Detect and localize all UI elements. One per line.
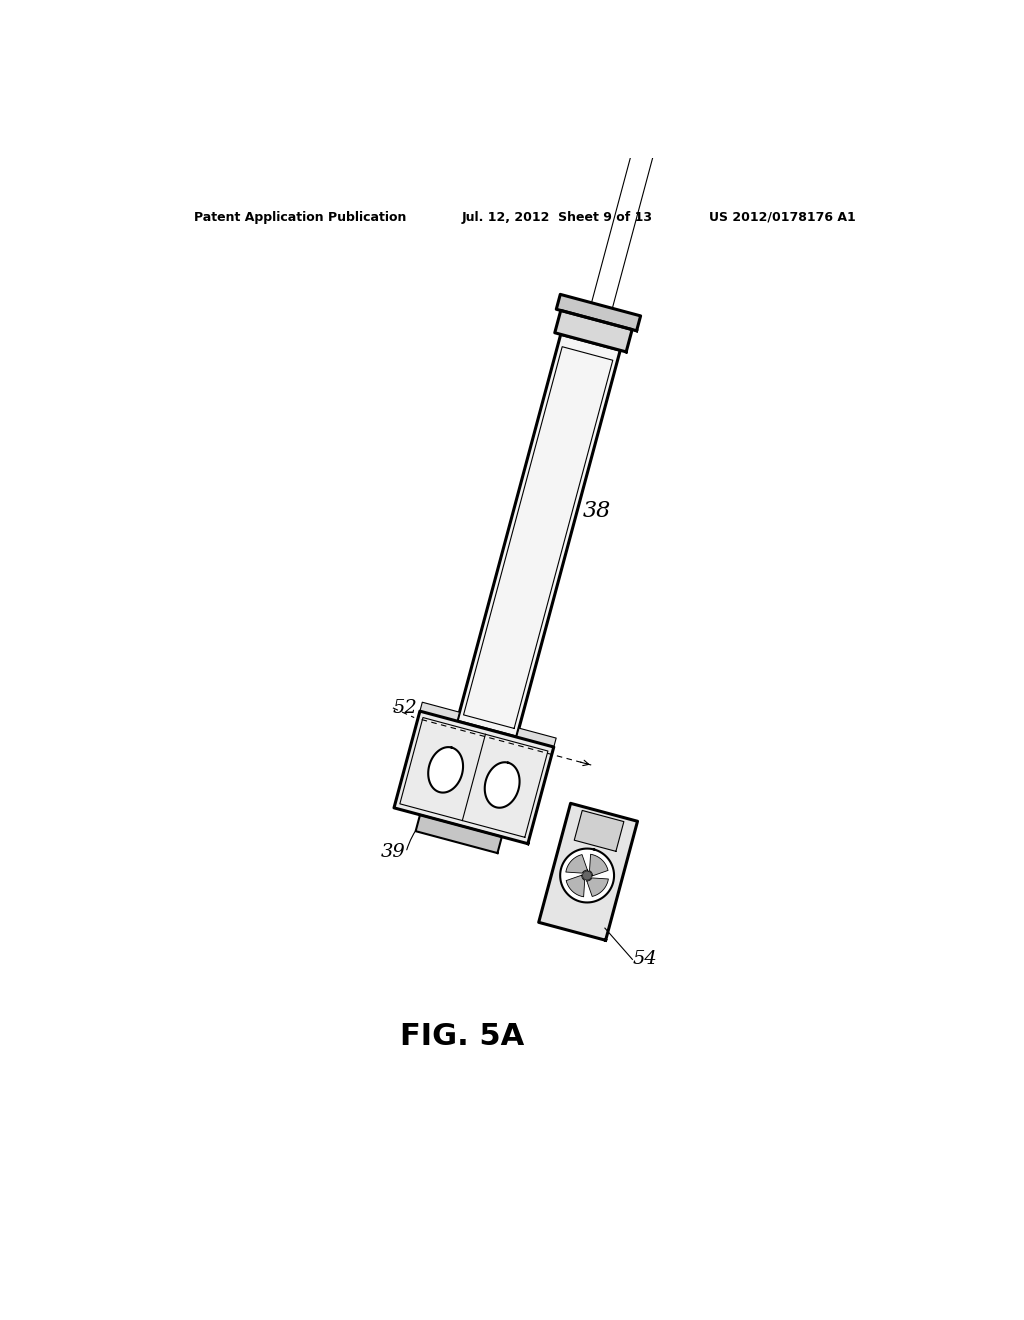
Polygon shape: [416, 814, 502, 853]
Polygon shape: [560, 849, 614, 903]
Polygon shape: [587, 878, 608, 896]
Polygon shape: [566, 854, 588, 873]
Text: FIG. 5A: FIG. 5A: [399, 1022, 524, 1051]
Polygon shape: [583, 871, 592, 880]
Polygon shape: [428, 747, 463, 792]
Polygon shape: [484, 762, 519, 808]
Polygon shape: [556, 294, 641, 331]
Polygon shape: [457, 334, 621, 737]
Polygon shape: [566, 875, 585, 896]
Polygon shape: [420, 702, 460, 721]
Polygon shape: [555, 310, 632, 352]
Text: Jul. 12, 2012  Sheet 9 of 13: Jul. 12, 2012 Sheet 9 of 13: [462, 211, 652, 224]
Text: 39: 39: [381, 843, 406, 862]
Text: 38: 38: [583, 500, 611, 523]
Polygon shape: [574, 810, 624, 851]
Polygon shape: [394, 711, 554, 843]
Polygon shape: [539, 804, 638, 940]
Polygon shape: [590, 854, 608, 876]
Text: 52: 52: [393, 698, 418, 717]
Text: US 2012/0178176 A1: US 2012/0178176 A1: [710, 211, 856, 224]
Polygon shape: [516, 729, 556, 747]
Text: 54: 54: [633, 950, 657, 969]
Text: Patent Application Publication: Patent Application Publication: [194, 211, 407, 224]
